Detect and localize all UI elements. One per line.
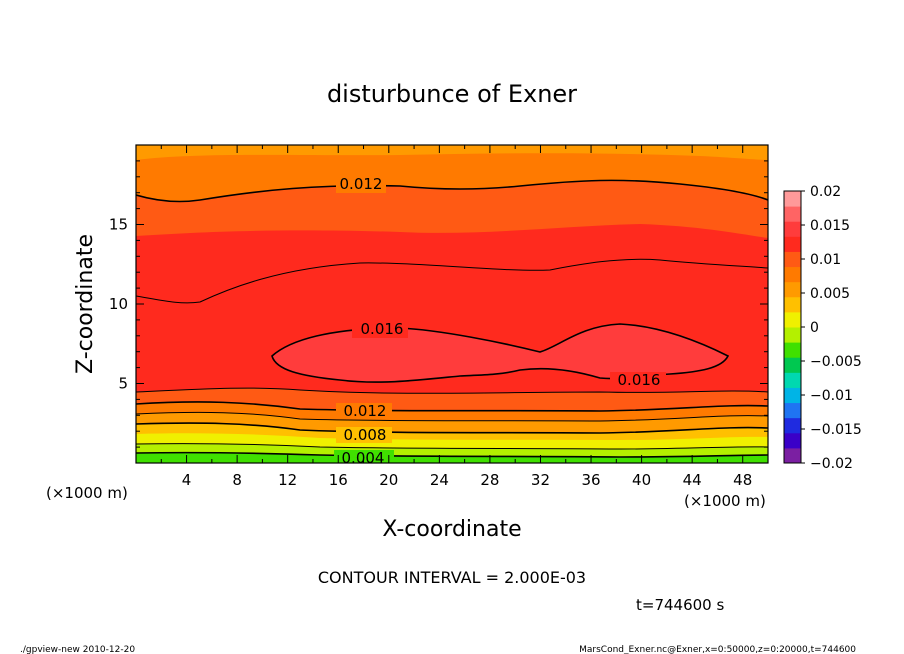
colorbar-segment — [784, 311, 801, 328]
colorbar-segment — [784, 387, 801, 404]
contour-low-0-014 — [136, 387, 768, 394]
colorbar-segment — [784, 191, 801, 207]
footer-right: MarsCond_Exner.nc@Exner,x=0:50000,z=0:20… — [579, 645, 856, 654]
x-tick-label: 32 — [531, 471, 550, 489]
contour-label: 0.016 — [361, 320, 404, 338]
colorbar-tick-label: 0.015 — [810, 218, 850, 234]
colorbar-segment — [784, 251, 801, 268]
band-0-017 — [272, 324, 728, 383]
contour-label: 0.008 — [344, 426, 387, 444]
time-label: t=744600 s — [636, 596, 724, 614]
footer-left: ./gpview-new 2010-12-20 — [20, 645, 135, 654]
colorbar-segment — [784, 342, 801, 358]
colorbar-tick-label: 0.01 — [810, 252, 841, 268]
band-low-0-003 — [136, 452, 768, 463]
x-tick-label: 44 — [683, 471, 702, 489]
x-tick-label: 16 — [329, 471, 348, 489]
contour-low-0-004 — [136, 451, 768, 458]
x-tick-label: 28 — [480, 471, 499, 489]
colorbar-tick-label: 0.02 — [810, 184, 841, 200]
colorbar-segment — [784, 296, 801, 313]
colorbar-segment — [784, 266, 801, 283]
y-ticks: 5 10 15 — [109, 144, 768, 464]
contour-0-016 — [271, 323, 730, 383]
x-tick-label: 8 — [232, 471, 242, 489]
colorbar-segment — [784, 417, 801, 434]
colorbar-tick-label: 0 — [810, 320, 819, 336]
x-tick-label: 40 — [632, 471, 651, 489]
colorbar-tick-label: −0.01 — [810, 388, 853, 404]
colorbar-segment — [784, 447, 801, 464]
contour-low-0-010 — [136, 411, 768, 422]
contour-label-group: 0.012 0.016 0.016 0.012 0.008 0.004 — [334, 175, 666, 467]
colorbar-segment — [784, 432, 801, 449]
chart-title: disturbunce of Exner — [327, 80, 577, 108]
x-tick-label: 4 — [182, 471, 192, 489]
colorbar-segment — [784, 281, 801, 298]
contour-0-014 — [136, 258, 768, 304]
x-axis-label: X-coordinate — [382, 517, 521, 542]
colorbar — [784, 191, 801, 464]
colorbar-tick-label: −0.005 — [810, 354, 862, 370]
contour-label: 0.012 — [344, 402, 387, 420]
x-tick-label: 48 — [733, 471, 752, 489]
colorbar-segment — [784, 402, 801, 419]
colorbar-tick-label: −0.015 — [810, 422, 862, 438]
y-tick-label: 15 — [109, 216, 128, 234]
x-unit-left: (×1000 m) — [46, 484, 128, 502]
colorbar-segment — [784, 372, 801, 388]
x-tick-label: 24 — [430, 471, 449, 489]
contour-low-0-006 — [136, 443, 768, 450]
colorbar-tick-label: 0.005 — [810, 286, 850, 302]
colorbar-segment — [784, 236, 801, 252]
colorbar-segment — [784, 221, 801, 237]
contour-label: 0.004 — [342, 449, 385, 467]
contour-lines — [136, 179, 768, 458]
contour-0-012 — [136, 179, 768, 203]
x-tick-label: 20 — [379, 471, 398, 489]
colorbar-segment — [784, 206, 801, 222]
contour-interval: CONTOUR INTERVAL = 2.000E-03 — [318, 568, 586, 587]
colorbar-tick-label: −0.02 — [810, 456, 853, 472]
colorbar-segment — [784, 327, 801, 343]
colorbar-segment — [784, 357, 801, 373]
contour-fill — [136, 145, 768, 463]
contour-low-0-012 — [136, 401, 768, 412]
y-axis-label: Z-coordinate — [73, 234, 98, 374]
x-unit-right: (×1000 m) — [684, 492, 766, 510]
x-tick-label: 12 — [278, 471, 297, 489]
contour-low-0-008 — [136, 422, 768, 434]
y-tick-label: 10 — [109, 295, 128, 313]
y-tick-label: 5 — [118, 375, 128, 393]
x-ticks: 4 8 12 16 20 24 28 32 36 40 44 48 — [135, 145, 769, 489]
colorbar-ticks: 0.02 0.015 0.01 0.005 0 −0.005 −0.01 −0.015 −0.0… — [801, 184, 862, 472]
x-tick-label: 36 — [581, 471, 600, 489]
contour-label: 0.016 — [618, 371, 661, 389]
contour-label: 0.012 — [340, 175, 383, 193]
